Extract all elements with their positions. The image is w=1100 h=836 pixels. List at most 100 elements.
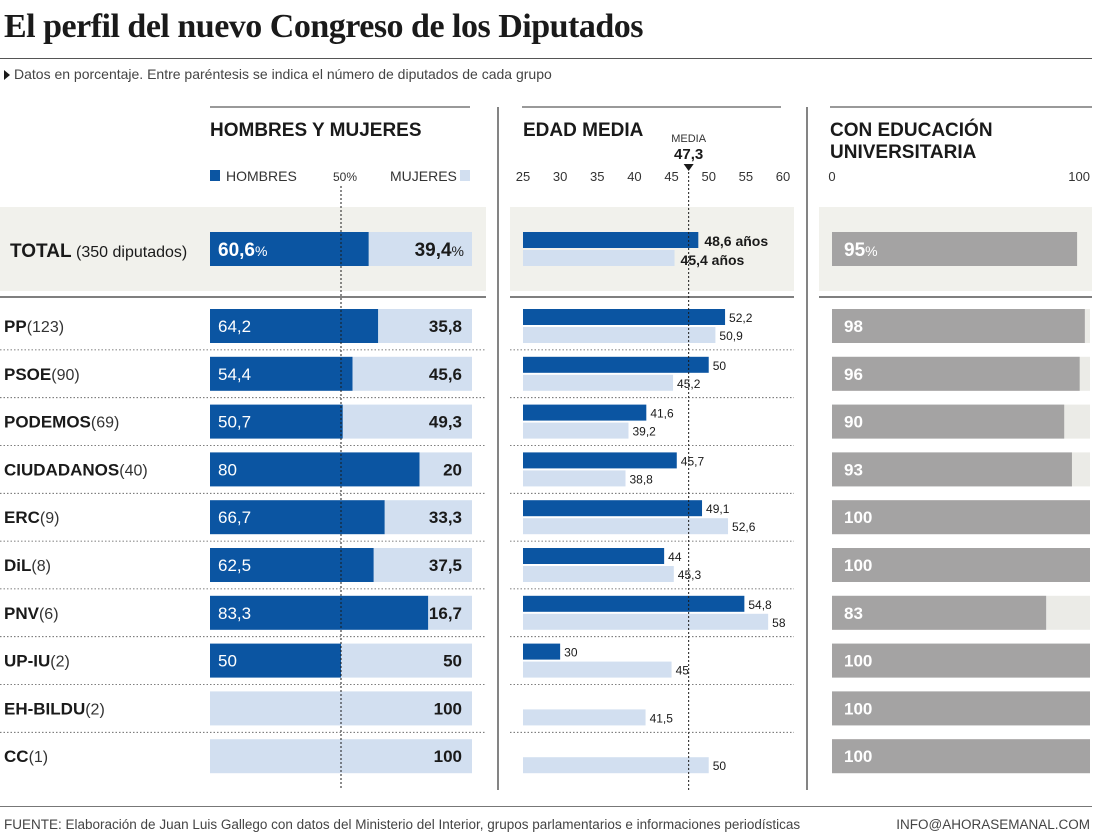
total-band-age [510,207,794,291]
age-tick-label: 30 [553,169,567,184]
age-men-value: 44 [668,550,682,564]
men-value: 50 [218,652,237,671]
men-value: 54,4 [218,365,251,384]
age-men-bar [523,356,709,373]
women-value: 100 [434,747,462,766]
party-label: EH-BILDU(2) [4,699,105,718]
edu-bar [832,739,1090,774]
edu-bar [832,500,1090,535]
men-bar [210,643,341,678]
men-bar [210,595,429,630]
men-bar [210,548,374,582]
legend-men-label: HOMBRES [226,168,297,184]
age-women-bar [523,518,729,535]
men-value: 80 [218,460,237,479]
age-tick-label: 25 [516,169,530,184]
age-tick-label: 50 [701,169,715,184]
age-panel-title: EDAD MEDIA [523,120,644,141]
edu-bar [832,548,1090,582]
age-women-value: 41,5 [650,711,674,725]
women-value: 45,6 [429,365,462,384]
women-bar [341,643,472,678]
total-men-bar [210,232,369,266]
age-women-bar [523,327,716,343]
edu-value: 83 [844,604,863,623]
age-men-bar [523,404,647,421]
legend-men-swatch [210,170,220,181]
men-bar [210,404,343,439]
age-women-value: 52,6 [732,520,756,534]
edu-bar [832,309,1085,343]
reference-50-label: 50% [333,170,357,184]
women-value: 16,7 [429,604,462,623]
women-bar [373,548,472,582]
men-value: 66,7 [218,508,251,527]
media-marker-icon [683,164,694,171]
age-women-bar [523,470,626,487]
age-women-value: 45,2 [677,377,701,391]
total-edu-bar [832,232,1078,266]
party-label: CIUDADANOS(40) [4,460,148,479]
party-label: PSOE(90) [4,365,80,384]
women-bar [352,356,472,391]
age-men-bar [523,595,745,612]
title-rule [0,58,1092,59]
total-edu-value: 95% [844,240,878,261]
edu-value: 100 [844,747,872,766]
age-men-value: 52,2 [729,311,753,325]
women-value: 33,3 [429,508,462,527]
age-men-value: 45,7 [681,454,705,468]
footer-rule [0,806,1092,807]
total-women-value: 39,4% [415,240,464,261]
age-women-value: 38,8 [630,472,654,486]
age-men-value: 54,8 [748,598,772,612]
men-bar [210,452,420,487]
edu-panel-title-line1: CON EDUCACIÓN [830,119,993,141]
age-men-value: 30 [564,646,578,660]
age-women-bar [523,661,672,678]
men-value: 62,5 [218,556,251,575]
total-age-women-bar [523,250,675,266]
women-bar [428,595,472,630]
women-bar [384,500,472,535]
age-men-bar [523,643,561,660]
age-tick-label: 60 [776,169,790,184]
age-women-bar [523,566,674,582]
edu-bar [832,452,1072,487]
women-bar [419,452,472,487]
legend-women-swatch [460,170,470,181]
women-value: 20 [443,460,462,479]
edu-value: 100 [844,556,872,575]
men-bar [210,500,385,535]
age-tick-label: 45 [664,169,678,184]
women-value: 35,8 [429,317,462,336]
edu-value: 93 [844,460,863,479]
age-women-bar [523,757,709,774]
age-tick-label: 35 [590,169,604,184]
age-women-value: 39,2 [632,425,656,439]
women-bar [342,404,472,439]
men-bar [210,356,353,391]
women-bar [378,309,472,343]
edu-panel-title-line2: UNIVERSITARIA [830,142,977,163]
age-men-value: 49,1 [706,502,730,516]
subtitle: Datos en porcentaje. Entre paréntesis se… [14,66,552,82]
party-label: PP(123) [4,317,64,336]
total-men-value: 60,6% [218,240,267,261]
page-title: El perfil del nuevo Congreso de los Dipu… [4,8,644,45]
age-women-bar [523,422,629,439]
age-women-value: 58 [772,616,786,630]
legend-women-label: MUJERES [390,168,457,184]
media-label: MEDIA [671,133,707,145]
edu-value: 100 [844,652,872,671]
total-age-women-value: 45,4 años [681,252,745,268]
men-value: 64,2 [218,317,251,336]
party-label: PODEMOS(69) [4,413,119,432]
total-label: TOTAL (350 diputados) [10,241,187,262]
edu-bar [832,404,1065,439]
edu-tick-label: 0 [828,169,835,184]
edu-bar [832,356,1080,391]
age-women-value: 45 [676,664,690,678]
edu-value: 96 [844,365,863,384]
total-women-bar [368,232,472,266]
